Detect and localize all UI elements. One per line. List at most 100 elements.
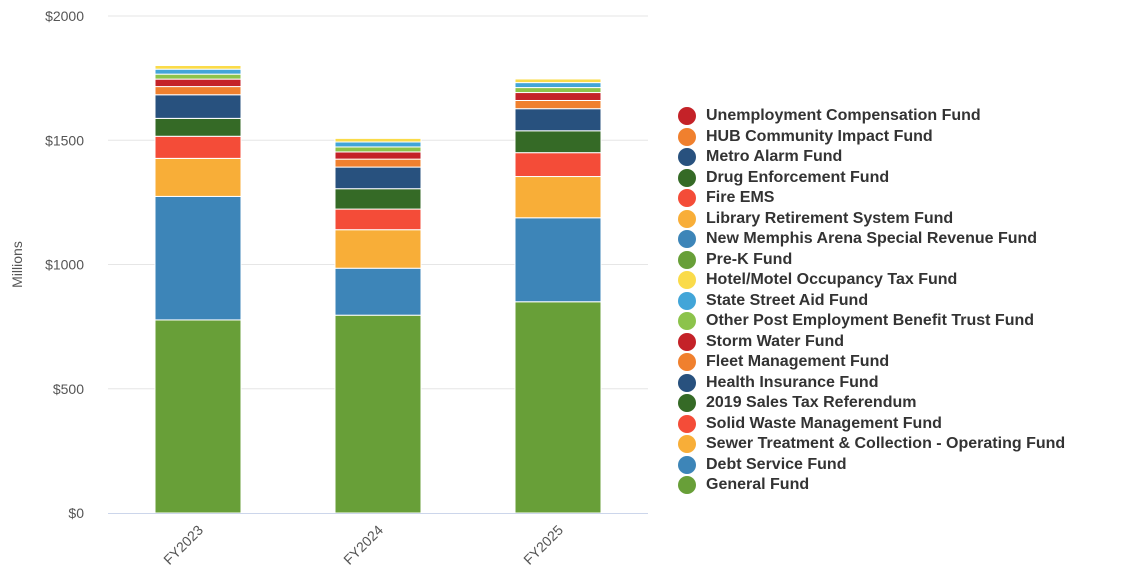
bar-segment: [514, 130, 602, 154]
legend-item[interactable]: Storm Water Fund: [678, 332, 1065, 353]
bar-segment: [514, 176, 602, 219]
legend-label: Library Retirement System Fund: [706, 209, 954, 227]
legend-item[interactable]: Drug Enforcement Fund: [678, 168, 1065, 189]
bar-segment: [334, 314, 422, 514]
legend-label: Health Insurance Fund: [706, 373, 879, 391]
y-tick-label: $2000: [45, 8, 84, 24]
legend-swatch: [678, 148, 696, 167]
legend-label: Pre-K Fund: [706, 250, 793, 268]
legend-swatch: [678, 189, 696, 208]
legend-swatch: [678, 230, 696, 249]
y-tick-label: $1500: [45, 132, 84, 148]
bar-segment: [514, 78, 602, 84]
x-tick-label: FY2024: [340, 522, 386, 568]
bar-segment: [514, 99, 602, 110]
y-axis-label: Millions: [9, 241, 25, 288]
legend-label: Metro Alarm Fund: [706, 148, 843, 166]
legend-label: General Fund: [706, 476, 810, 494]
bar-segment: [334, 151, 422, 160]
x-tick-label: FY2025: [520, 522, 566, 568]
legend: Unemployment Compensation Fund HUB Commun…: [678, 106, 1065, 496]
legend-item[interactable]: Unemployment Compensation Fund: [678, 106, 1065, 127]
bar-segment: [514, 108, 602, 132]
y-tick-label: $500: [53, 381, 84, 397]
legend-swatch: [678, 353, 696, 372]
bar-segment: [514, 301, 602, 514]
legend-item[interactable]: Health Insurance Fund: [678, 373, 1065, 394]
legend-item[interactable]: Hotel/Motel Occupancy Tax Fund: [678, 270, 1065, 291]
legend-swatch: [678, 332, 696, 351]
legend-label: 2019 Sales Tax Referendum: [706, 394, 917, 412]
bar-segment: [154, 64, 242, 70]
y-tick-label: $0: [68, 505, 84, 521]
bar-segment: [154, 68, 242, 75]
legend-label: Fire EMS: [706, 189, 775, 207]
legend-label: Solid Waste Management Fund: [706, 414, 942, 432]
legend-swatch: [678, 209, 696, 228]
legend-label: Debt Service Fund: [706, 455, 847, 473]
bar-segment: [334, 158, 422, 168]
bar-segment: [154, 73, 242, 80]
x-tick-label: FY2023: [160, 522, 206, 568]
bar-segment: [154, 86, 242, 96]
legend-label: Sewer Treatment & Collection - Operating…: [706, 435, 1066, 453]
legend-swatch: [678, 414, 696, 433]
legend-swatch: [678, 168, 696, 187]
bar-segment: [514, 217, 602, 303]
bar-segment: [334, 188, 422, 210]
legend-swatch: [678, 455, 696, 474]
bar-segment: [154, 117, 242, 137]
legend-item[interactable]: Fire EMS: [678, 188, 1065, 209]
y-tick-label: $1000: [45, 257, 84, 273]
bar-segment: [334, 229, 422, 269]
legend-item[interactable]: New Memphis Arena Special Revenue Fund: [678, 229, 1065, 250]
bar-segment: [154, 157, 242, 197]
legend-item[interactable]: Debt Service Fund: [678, 455, 1065, 476]
bar-segment: [334, 267, 422, 316]
legend-item[interactable]: HUB Community Impact Fund: [678, 127, 1065, 148]
legend-swatch: [678, 250, 696, 269]
legend-label: Unemployment Compensation Fund: [706, 107, 981, 125]
bar-segment: [154, 78, 242, 88]
bar-segment: [154, 94, 242, 119]
legend-item[interactable]: Solid Waste Management Fund: [678, 414, 1065, 435]
bar-segment: [334, 141, 422, 148]
legend-item[interactable]: Library Retirement System Fund: [678, 209, 1065, 230]
legend-item[interactable]: Metro Alarm Fund: [678, 147, 1065, 168]
legend-label: Drug Enforcement Fund: [706, 168, 890, 186]
legend-item[interactable]: Pre-K Fund: [678, 250, 1065, 271]
legend-swatch: [678, 373, 696, 392]
bar-segment: [334, 208, 422, 231]
bar-segment: [154, 135, 242, 159]
legend-label: State Street Aid Fund: [706, 291, 869, 309]
legend-item[interactable]: Other Post Employment Benefit Trust Fund: [678, 311, 1065, 332]
legend-item[interactable]: Sewer Treatment & Collection - Operating…: [678, 434, 1065, 455]
legend-swatch: [678, 476, 696, 495]
legend-swatch: [678, 271, 696, 290]
legend-swatch: [678, 312, 696, 331]
bar-segment: [514, 82, 602, 89]
legend-item[interactable]: State Street Aid Fund: [678, 291, 1065, 312]
bar-segment: [514, 152, 602, 178]
bar-segment: [514, 92, 602, 101]
bar-segment: [334, 166, 422, 190]
bar-segment: [154, 319, 242, 514]
legend-item[interactable]: General Fund: [678, 475, 1065, 496]
legend-label: HUB Community Impact Fund: [706, 127, 933, 145]
bar-segment: [154, 195, 242, 321]
legend-swatch: [678, 394, 696, 413]
legend-label: Storm Water Fund: [706, 332, 845, 350]
legend-item[interactable]: 2019 Sales Tax Referendum: [678, 393, 1065, 414]
legend-swatch: [678, 127, 696, 146]
legend-label: New Memphis Arena Special Revenue Fund: [706, 230, 1038, 248]
legend-item[interactable]: Fleet Management Fund: [678, 352, 1065, 373]
legend-label: Other Post Employment Benefit Trust Fund: [706, 312, 1035, 330]
bar-segment: [514, 87, 602, 94]
legend-swatch: [678, 291, 696, 310]
legend-label: Hotel/Motel Occupancy Tax Fund: [706, 271, 958, 289]
bar-segment: [334, 137, 422, 143]
legend-swatch: [678, 107, 696, 126]
legend-swatch: [678, 435, 696, 454]
legend-label: Fleet Management Fund: [706, 353, 890, 371]
